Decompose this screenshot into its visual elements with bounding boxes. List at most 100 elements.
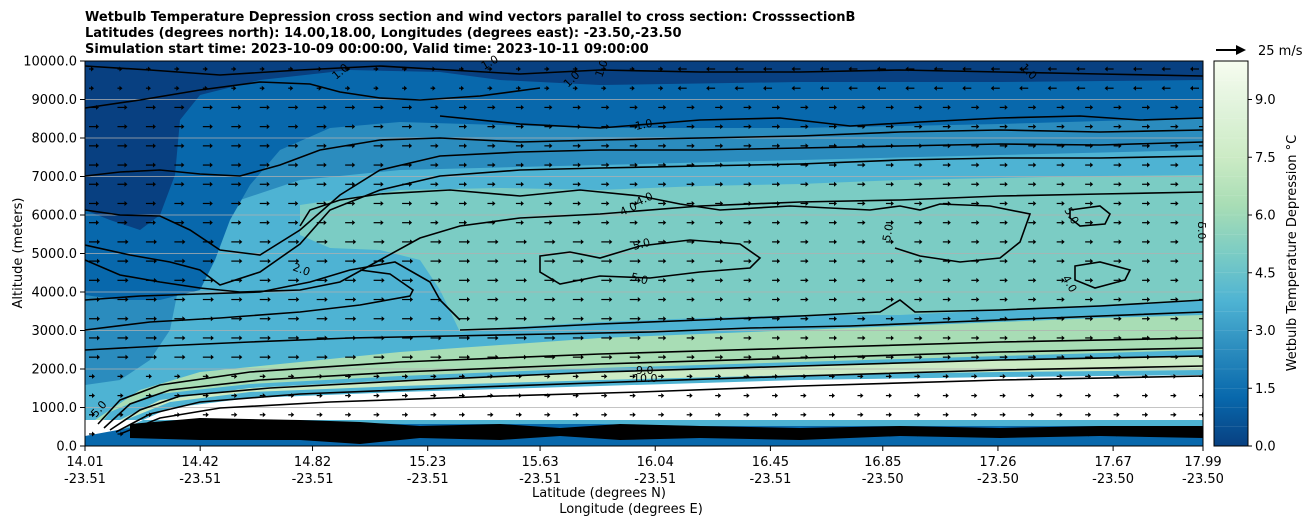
wind-vector-head bbox=[490, 412, 494, 418]
wind-vector-head bbox=[691, 143, 695, 149]
wind-vector-head bbox=[775, 412, 779, 418]
wind-vector-head bbox=[974, 393, 978, 399]
wind-vector-head bbox=[890, 162, 894, 168]
wind-vector-head bbox=[375, 85, 379, 91]
wind-vector-head bbox=[919, 200, 923, 206]
wind-vector-head bbox=[748, 200, 752, 206]
wind-vector-head bbox=[1090, 162, 1094, 168]
wind-vector-head bbox=[1061, 277, 1065, 283]
wind-vector-head bbox=[177, 431, 181, 437]
wind-vector-head bbox=[631, 85, 635, 91]
wind-vector-head bbox=[1118, 335, 1122, 341]
wind-vector-head bbox=[152, 181, 156, 187]
wind-vector-head bbox=[888, 393, 892, 399]
wind-vector-head bbox=[720, 258, 724, 264]
wind-vector-head bbox=[945, 393, 949, 399]
wind-vector-head bbox=[663, 258, 667, 264]
wind-vector-head bbox=[575, 412, 579, 418]
wind-vector-head bbox=[547, 393, 551, 399]
wind-vector-head bbox=[637, 297, 641, 303]
wind-vector-head bbox=[890, 181, 894, 187]
wind-vector-head bbox=[862, 335, 866, 341]
wind-vector-head bbox=[1116, 412, 1120, 418]
wind-vector-head bbox=[153, 297, 157, 303]
wind-vector-head bbox=[495, 335, 499, 341]
wind-vector-head bbox=[353, 239, 357, 245]
wind-vector-head bbox=[552, 258, 556, 264]
contour-line-14 bbox=[459, 299, 1203, 331]
contour-line-11 bbox=[299, 189, 1032, 263]
wind-vector-head bbox=[148, 431, 152, 437]
wind-vector-head bbox=[266, 200, 270, 206]
wind-vector-head bbox=[689, 373, 693, 379]
wind-vector-head bbox=[381, 335, 385, 341]
wind-vector-head bbox=[1175, 104, 1179, 110]
wind-vector-head bbox=[490, 431, 494, 437]
wind-vector-head bbox=[577, 220, 581, 226]
wind-vector-head bbox=[1061, 220, 1065, 226]
wind-vector-head bbox=[348, 393, 352, 399]
wind-vector-head bbox=[919, 220, 923, 226]
x-tick-label-lat: 14.42 bbox=[182, 455, 219, 470]
wind-vector-head bbox=[1033, 258, 1037, 264]
wind-vector-head bbox=[323, 220, 327, 226]
wind-vector-head bbox=[495, 354, 499, 360]
wind-vector-head bbox=[552, 277, 556, 283]
wind-vector-head bbox=[1031, 412, 1035, 418]
wind-vector-head bbox=[239, 316, 243, 322]
wind-vector-head bbox=[1088, 431, 1092, 437]
wind-vector-head bbox=[1033, 162, 1037, 168]
wind-vector-head bbox=[296, 316, 300, 322]
wind-vector-head bbox=[805, 104, 809, 110]
wind-vector-head bbox=[890, 297, 894, 303]
wind-vector-head bbox=[962, 85, 966, 91]
wind-vector-head bbox=[777, 220, 781, 226]
wind-vector-head bbox=[919, 239, 923, 245]
wind-vector-head bbox=[919, 124, 923, 130]
wind-vector-head bbox=[637, 335, 641, 341]
wind-vector-head bbox=[97, 316, 100, 322]
wind-vector-head bbox=[381, 297, 385, 303]
wind-vector-head bbox=[1145, 393, 1149, 399]
wind-vector-head bbox=[153, 354, 157, 360]
wind-vector-head bbox=[125, 297, 129, 303]
wind-vector-head bbox=[318, 85, 322, 91]
wind-vector-head bbox=[661, 412, 665, 418]
wind-vector-head bbox=[1118, 220, 1122, 226]
wind-vector-head bbox=[1204, 297, 1207, 302]
wind-vector-head bbox=[435, 143, 439, 149]
wind-vector-head bbox=[409, 220, 413, 226]
wind-vector-head bbox=[805, 258, 809, 264]
wind-vector-head bbox=[1004, 143, 1008, 149]
x-tick-label-lon: -23.51 bbox=[634, 472, 676, 487]
wind-vector-head bbox=[1004, 239, 1008, 245]
wind-vector-head bbox=[261, 85, 265, 91]
wind-vector-head bbox=[832, 373, 835, 379]
wind-vector-head bbox=[1173, 412, 1177, 418]
wind-vector-head bbox=[1004, 258, 1008, 264]
wind-vector-head bbox=[1047, 85, 1051, 91]
x-tick-label-lat: 15.63 bbox=[521, 455, 558, 470]
contour-line-12 bbox=[1069, 205, 1112, 227]
wind-vector-head bbox=[381, 316, 385, 322]
wind-vector-head bbox=[1019, 66, 1023, 72]
wind-vector-head bbox=[347, 85, 351, 91]
wind-vector-head bbox=[210, 297, 214, 303]
wind-vector-head bbox=[919, 335, 923, 341]
wind-vector-head bbox=[380, 220, 384, 226]
wind-vector-head bbox=[947, 220, 951, 226]
wind-vector-head bbox=[734, 66, 738, 72]
wind-vector-head bbox=[239, 277, 243, 283]
wind-vector-head bbox=[461, 66, 464, 72]
wind-vector-head bbox=[181, 104, 185, 110]
wind-vector-head bbox=[523, 316, 527, 322]
wind-vector-head bbox=[291, 412, 295, 418]
wind-vector-head bbox=[296, 297, 300, 303]
colorbar-bands bbox=[1214, 60, 1248, 428]
wind-vector-head bbox=[376, 412, 380, 418]
wind-vector-head bbox=[805, 354, 809, 360]
wind-vector-head bbox=[1076, 85, 1080, 91]
wind-vector-head bbox=[1118, 143, 1122, 149]
wind-vector-head bbox=[820, 66, 823, 72]
wind-vector-head bbox=[763, 85, 767, 91]
